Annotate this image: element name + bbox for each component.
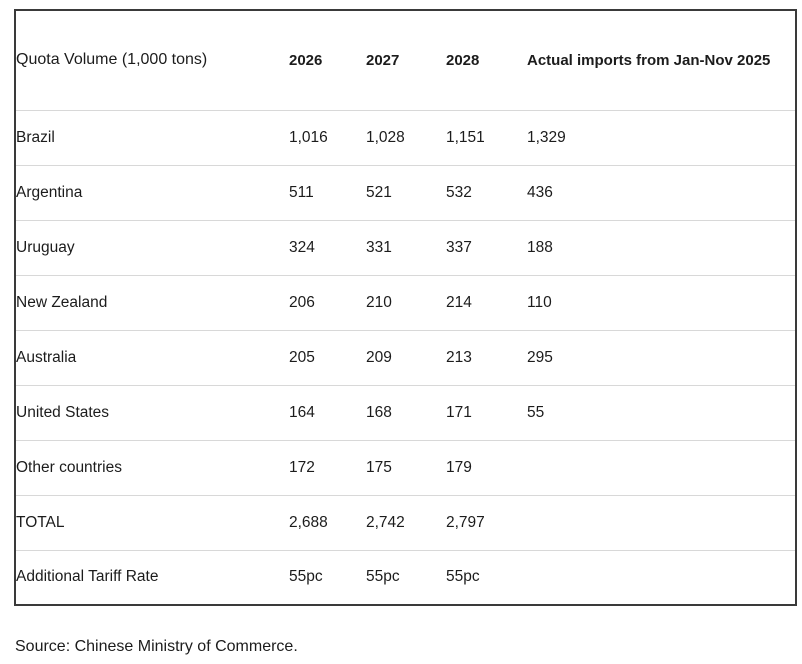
row-label: Argentina xyxy=(15,164,289,220)
value-cell: 188 xyxy=(527,219,796,275)
value-cell: 209 xyxy=(366,329,446,385)
value-cell: 206 xyxy=(289,274,366,330)
value-cell xyxy=(527,494,796,550)
value-cell: 521 xyxy=(366,164,446,220)
source-note: Source: Chinese Ministry of Commerce. xyxy=(15,638,298,655)
row-label: Australia xyxy=(15,329,289,385)
value-cell: 1,329 xyxy=(527,109,796,165)
col-header-2026: 2026 xyxy=(289,51,323,69)
row-label: United States xyxy=(15,384,289,440)
value-cell: 55pc xyxy=(366,549,446,605)
value-cell: 511 xyxy=(289,164,366,220)
row-label: Brazil xyxy=(15,109,289,165)
table-row: Additional Tariff Rate 55pc 55pc 55pc xyxy=(15,549,796,605)
row-label: TOTAL xyxy=(15,494,289,550)
value-cell: 1,016 xyxy=(289,109,366,165)
table-body: Brazil 1,016 1,028 1,151 1,329 Argentina 511 52… xyxy=(15,109,796,605)
quota-table: Quota Volume (1,000 tons) 2026 2027 2028… xyxy=(14,9,797,606)
col-header-2028: 2028 xyxy=(446,51,480,69)
col-header-2027: 2027 xyxy=(366,51,400,69)
value-cell: 205 xyxy=(289,329,366,385)
value-cell: 213 xyxy=(446,329,527,385)
header-row: Quota Volume (1,000 tons) 2026 2027 2028… xyxy=(15,10,796,110)
value-cell: 110 xyxy=(527,274,796,330)
value-cell: 164 xyxy=(289,384,366,440)
value-cell: 532 xyxy=(446,164,527,220)
table-title: Quota Volume (1,000 tons) xyxy=(16,51,208,69)
table-row: United States 164 168 171 55 xyxy=(15,384,796,440)
value-cell: 2,742 xyxy=(366,494,446,550)
value-cell: 171 xyxy=(446,384,527,440)
value-cell xyxy=(527,439,796,495)
value-cell: 172 xyxy=(289,439,366,495)
value-cell: 436 xyxy=(527,164,796,220)
value-cell: 179 xyxy=(446,439,527,495)
row-label: Uruguay xyxy=(15,219,289,275)
value-cell: 331 xyxy=(366,219,446,275)
row-label: Additional Tariff Rate xyxy=(15,549,289,605)
table-row: Argentina 511 521 532 436 xyxy=(15,164,796,220)
value-cell xyxy=(527,549,796,605)
value-cell: 55 xyxy=(527,384,796,440)
table-row: Other countries 172 175 179 xyxy=(15,439,796,495)
value-cell: 1,151 xyxy=(446,109,527,165)
value-cell: 1,028 xyxy=(366,109,446,165)
table-row: Uruguay 324 331 337 188 xyxy=(15,219,796,275)
col-header-actual-imports: Actual imports from Jan-Nov 2025 xyxy=(527,51,771,69)
value-cell: 337 xyxy=(446,219,527,275)
value-cell: 214 xyxy=(446,274,527,330)
row-label: Other countries xyxy=(15,439,289,495)
value-cell: 55pc xyxy=(289,549,366,605)
value-cell: 2,688 xyxy=(289,494,366,550)
value-cell: 324 xyxy=(289,219,366,275)
table-row: New Zealand 206 210 214 110 xyxy=(15,274,796,330)
value-cell: 2,797 xyxy=(446,494,527,550)
table-row: Brazil 1,016 1,028 1,151 1,329 xyxy=(15,109,796,165)
table-row: TOTAL 2,688 2,742 2,797 xyxy=(15,494,796,550)
row-label: New Zealand xyxy=(15,274,289,330)
value-cell: 55pc xyxy=(446,549,527,605)
value-cell: 295 xyxy=(527,329,796,385)
table-row: Australia 205 209 213 295 xyxy=(15,329,796,385)
value-cell: 175 xyxy=(366,439,446,495)
value-cell: 210 xyxy=(366,274,446,330)
value-cell: 168 xyxy=(366,384,446,440)
